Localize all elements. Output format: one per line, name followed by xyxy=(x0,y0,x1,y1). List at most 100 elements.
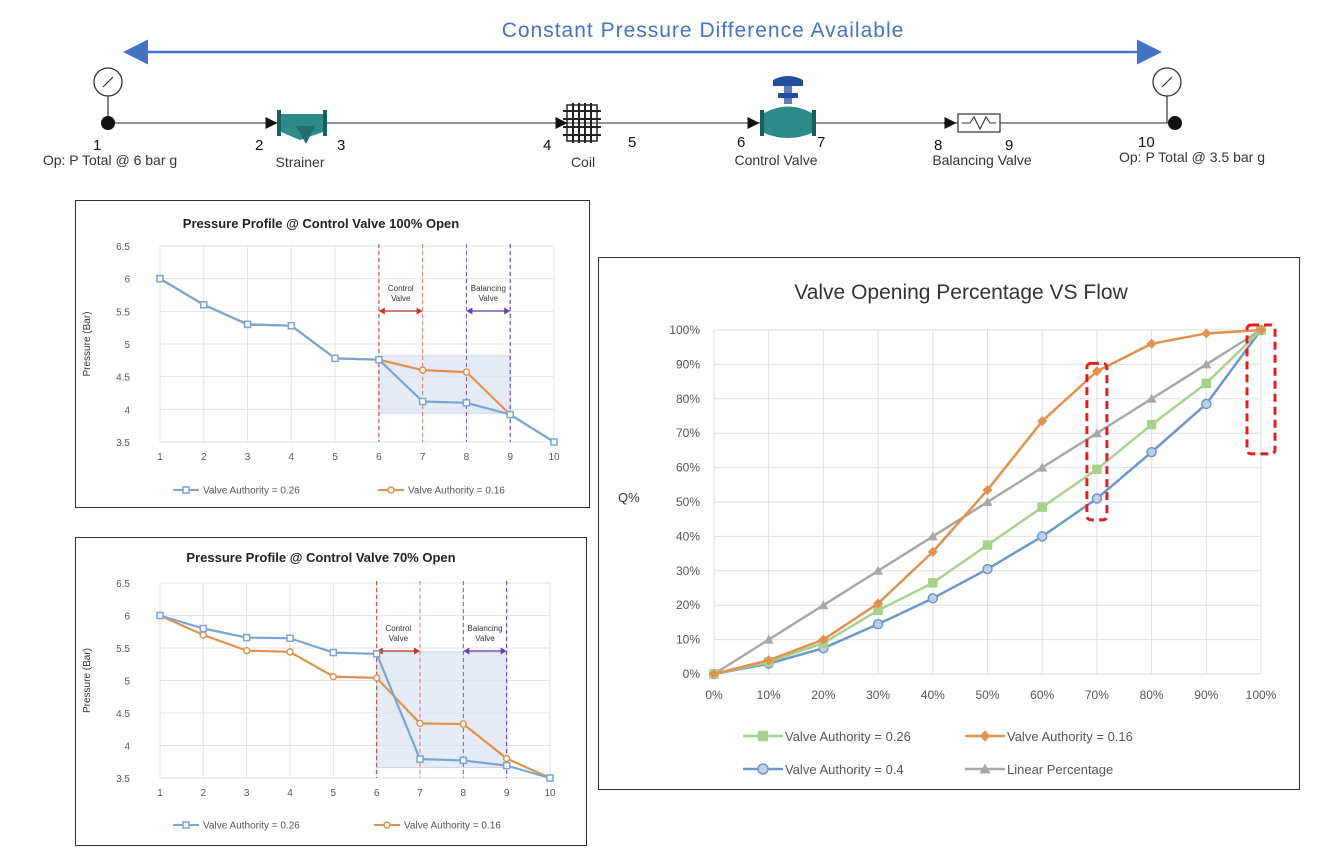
drop-region-shading xyxy=(376,651,508,769)
chart-legend: Valve Authority = 0.26 Valve Authority = … xyxy=(173,486,505,497)
data-point-marker xyxy=(1146,393,1157,403)
control-valve-annotation-line1: Control xyxy=(385,624,411,633)
control-valve-annotation-line2: Valve xyxy=(389,634,409,643)
series-circle xyxy=(156,611,554,782)
inlet-gauge-icon xyxy=(93,67,123,130)
x-tick-label: 3 xyxy=(245,452,251,463)
data-point-marker xyxy=(550,438,558,446)
data-point-marker xyxy=(416,719,424,728)
data-point-marker xyxy=(982,484,993,495)
data-point-marker xyxy=(928,578,938,588)
data-point-marker xyxy=(818,600,829,610)
legend-label: Linear Percentage xyxy=(1007,762,1113,777)
chart-title: Pressure Profile @ Control Valve 100% Op… xyxy=(183,216,459,231)
data-point-marker xyxy=(1256,325,1266,335)
x-tick-label: 1 xyxy=(157,788,163,799)
data-point-marker xyxy=(418,366,427,374)
valve-opening-vs-flow-chart: Valve Opening Percentage VS Flow 0% 10% 20%… xyxy=(618,281,1277,777)
x-tick-label: 30% xyxy=(866,688,890,702)
data-point-marker xyxy=(757,730,769,742)
y-tick-label: 5.5 xyxy=(116,644,130,655)
node-label: 9 xyxy=(1005,137,1013,154)
x-tick-label: 10% xyxy=(757,688,781,702)
data-point-marker xyxy=(506,410,514,419)
strainer-label: Strainer xyxy=(275,154,324,170)
coil-label: Coil xyxy=(571,154,595,170)
series-line xyxy=(159,277,555,443)
x-tick-label: 5 xyxy=(331,788,337,799)
x-tick-label: 90% xyxy=(1194,688,1218,702)
data-point-marker xyxy=(1146,446,1157,458)
y-tick-label: 6 xyxy=(124,612,130,623)
node-label: 10 xyxy=(1138,134,1155,151)
data-point-marker xyxy=(872,618,884,630)
y-tick-label: 3.5 xyxy=(116,438,130,449)
chart-panel-100-open: Pressure Profile @ Control Valve 100% Op… xyxy=(75,200,590,508)
data-point-marker xyxy=(1201,328,1212,339)
x-tick-label: 10 xyxy=(544,788,556,799)
data-point-marker xyxy=(1092,464,1102,475)
chart-legend: Valve Authority = 0.26 Valve Authority = … xyxy=(173,821,501,832)
y-tick-label: 4 xyxy=(124,742,130,753)
data-point-marker xyxy=(818,634,829,645)
pressure-profile-100-chart: Pressure Profile @ Control Valve 100% Op… xyxy=(82,216,560,497)
data-point-marker xyxy=(329,648,338,657)
data-point-marker xyxy=(982,540,993,550)
data-point-marker xyxy=(1037,462,1048,472)
data-point-marker xyxy=(200,301,208,309)
data-point-marker xyxy=(1201,359,1212,369)
y-tick-label: 60% xyxy=(676,461,700,475)
x-tick-label: 80% xyxy=(1140,688,1164,702)
data-point-marker xyxy=(462,368,471,376)
balancing-valve-annotation-line2: Valve xyxy=(479,294,499,303)
data-point-marker xyxy=(709,669,719,679)
series-line xyxy=(159,614,551,780)
node-label: 6 xyxy=(737,134,745,151)
data-point-marker xyxy=(1037,502,1047,512)
x-tick-label: 4 xyxy=(287,788,293,799)
x-tick-label: 10 xyxy=(548,452,560,463)
outlet-label: Op: P Total @ 3.5 bar g xyxy=(1119,149,1265,165)
data-point-marker xyxy=(182,486,190,494)
control-valve-annotation-arrowhead xyxy=(414,647,420,655)
data-point-marker xyxy=(286,634,294,642)
data-point-marker xyxy=(502,761,511,770)
data-point-marker xyxy=(242,633,251,642)
data-point-marker xyxy=(156,611,164,620)
legend-label: Valve Authority = 0.4 xyxy=(785,762,904,777)
node-label: 2 xyxy=(255,137,263,154)
outlet-gauge-icon xyxy=(1152,67,1182,130)
data-point-marker xyxy=(927,593,939,604)
balancing-valve-annotation-line1: Balancing xyxy=(467,624,502,633)
y-axis-label: Q% xyxy=(618,490,640,505)
y-tick-label: 6.5 xyxy=(116,579,130,590)
data-point-marker xyxy=(1201,378,1212,389)
data-point-marker xyxy=(242,646,251,655)
data-point-marker xyxy=(763,634,774,644)
x-tick-label: 9 xyxy=(507,452,513,463)
x-tick-label: 6 xyxy=(374,788,380,799)
balancing-valve-annotation-line1: Balancing xyxy=(471,284,506,293)
data-point-marker xyxy=(546,774,554,782)
coil-icon xyxy=(555,103,601,143)
pressure-profile-70-chart: Pressure Profile @ Control Valve 70% Ope… xyxy=(82,550,556,832)
data-point-marker xyxy=(182,821,190,829)
data-point-marker xyxy=(1036,531,1048,542)
y-tick-label: 70% xyxy=(676,426,700,440)
control-valve-annotation-line1: Control xyxy=(388,284,414,293)
x-tick-label: 100% xyxy=(1246,688,1277,702)
legend-label: Valve Authority = 0.26 xyxy=(203,486,300,497)
data-point-marker xyxy=(1037,416,1048,427)
x-tick-label: 5 xyxy=(332,452,338,463)
x-tick-label: 6 xyxy=(376,452,382,463)
data-point-marker xyxy=(156,274,164,283)
data-point-marker xyxy=(979,763,991,774)
data-point-marker xyxy=(243,320,252,329)
legend-label: Valve Authority = 0.26 xyxy=(785,729,911,744)
data-point-marker xyxy=(1146,419,1157,430)
x-tick-label: 2 xyxy=(201,452,207,463)
x-tick-label: 2 xyxy=(201,788,207,799)
x-tick-label: 9 xyxy=(504,788,510,799)
y-tick-label: 5 xyxy=(124,340,130,351)
data-point-marker xyxy=(1091,428,1102,438)
